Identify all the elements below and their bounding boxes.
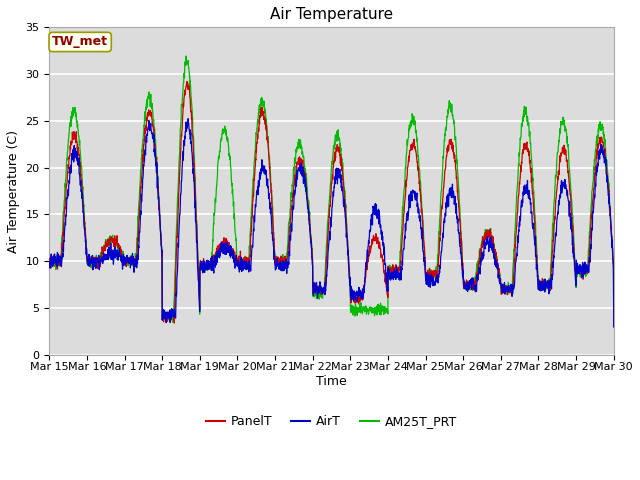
AirT	[360, 284, 368, 289]
AirT	[496, 280, 504, 286]
Line: AirT: AirT	[49, 119, 614, 327]
Y-axis label: Air Temperature (C): Air Temperature (C)	[7, 130, 20, 252]
PanelT	[560, 143, 568, 148]
PanelT	[576, 265, 584, 271]
AirT	[203, 257, 211, 263]
Line: AM25T_PRT: AM25T_PRT	[49, 56, 614, 327]
Line: PanelT: PanelT	[49, 82, 614, 327]
AirT	[610, 324, 618, 330]
AM25T_PRT	[560, 122, 568, 128]
AM25T_PRT	[610, 324, 618, 330]
PanelT	[496, 280, 504, 286]
X-axis label: Time: Time	[316, 375, 347, 388]
PanelT	[360, 285, 368, 290]
AirT	[560, 181, 568, 187]
PanelT	[610, 324, 618, 330]
AM25T_PRT	[348, 309, 356, 315]
AM25T_PRT	[360, 305, 368, 311]
AM25T_PRT	[182, 53, 190, 59]
AM25T_PRT	[496, 270, 504, 276]
AM25T_PRT	[45, 262, 53, 268]
Legend: PanelT, AirT, AM25T_PRT: PanelT, AirT, AM25T_PRT	[201, 410, 462, 433]
Title: Air Temperature: Air Temperature	[270, 7, 393, 22]
PanelT	[184, 79, 191, 84]
AirT	[576, 264, 584, 269]
AirT	[348, 293, 356, 299]
AM25T_PRT	[203, 265, 211, 271]
PanelT	[45, 262, 53, 267]
AM25T_PRT	[576, 265, 584, 271]
AirT	[184, 116, 192, 121]
AirT	[45, 263, 53, 269]
Text: TW_met: TW_met	[52, 36, 108, 48]
PanelT	[348, 296, 356, 302]
PanelT	[203, 264, 211, 270]
